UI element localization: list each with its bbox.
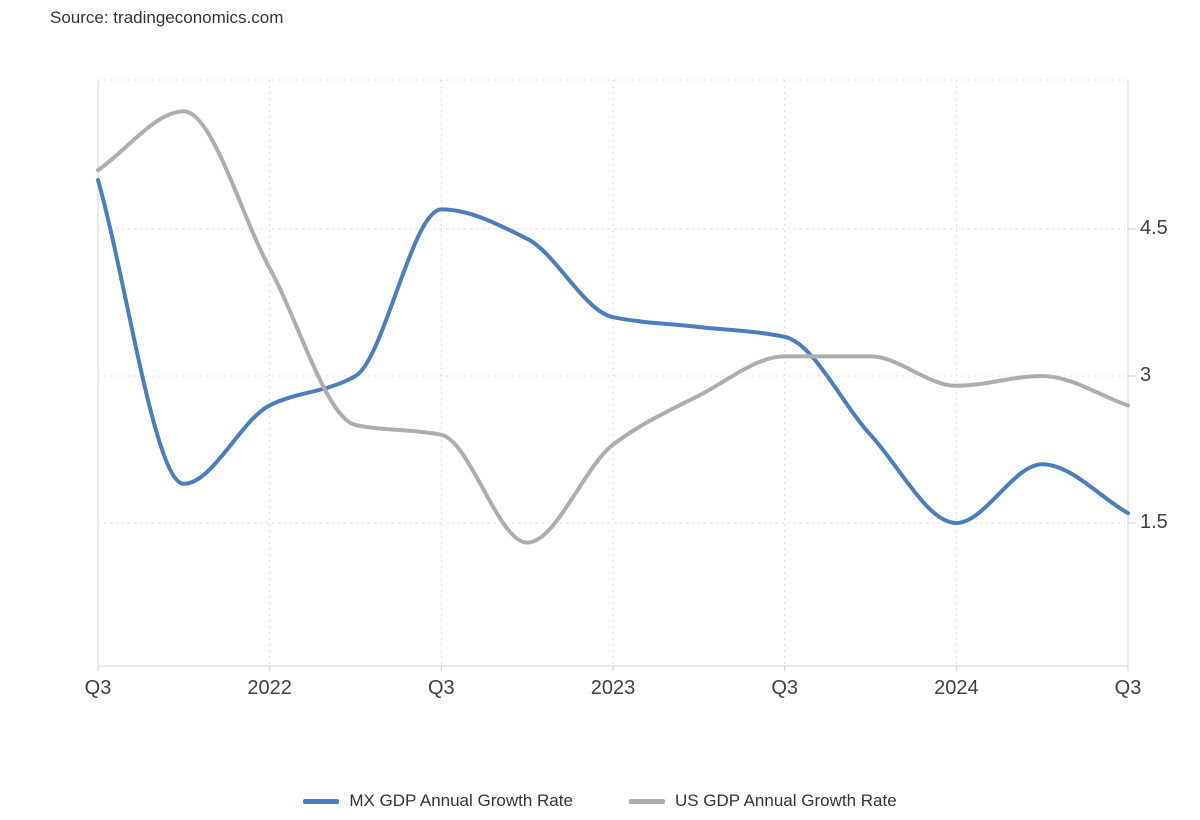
plot-svg [96, 79, 1136, 671]
legend-item-us[interactable]: US GDP Annual Growth Rate [628, 791, 897, 811]
us-growth-line [96, 109, 1130, 545]
legend: MX GDP Annual Growth Rate US GDP Annual … [0, 791, 1200, 811]
legend-label-mx: MX GDP Annual Growth Rate [349, 791, 573, 810]
mx-growth-line [96, 178, 1130, 525]
source-text: Source: tradingeconomics.com [50, 8, 284, 27]
x-axis-label: Q3 [427, 677, 455, 699]
mx-line-swatch [303, 798, 340, 804]
x-axis-label: Q3 [1114, 677, 1142, 699]
y-axis-label: 4.5 [1140, 217, 1168, 240]
x-axis-label: 2023 [590, 677, 636, 699]
x-axis-label: Q3 [84, 677, 112, 699]
x-axis-label: 2024 [934, 677, 979, 699]
x-axis-label: 2022 [247, 677, 292, 699]
y-axis-label: 3 [1140, 364, 1152, 387]
us-line-swatch [628, 798, 665, 804]
x-axis-label: Q3 [771, 677, 798, 699]
legend-label-us: US GDP Annual Growth Rate [674, 791, 897, 810]
y-axis-label: 1.5 [1140, 511, 1168, 534]
legend-item-mx[interactable]: MX GDP Annual Growth Rate [303, 791, 573, 811]
